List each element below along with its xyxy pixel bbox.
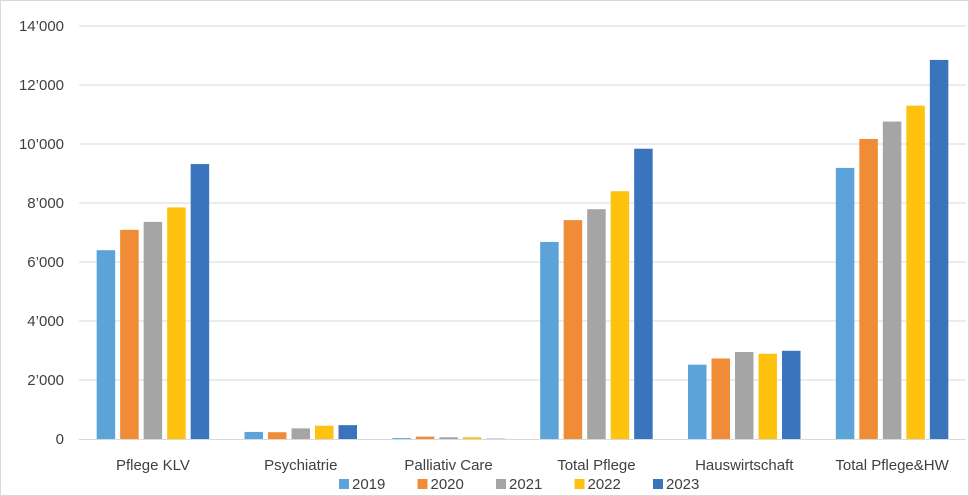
- legend-swatch-2022: [574, 479, 585, 489]
- bar-2022: [906, 105, 925, 440]
- legend-label: 2019: [352, 476, 385, 493]
- y-tick-label: 14’000: [19, 18, 64, 35]
- y-tick-label: 4’000: [27, 313, 64, 330]
- legend-swatch-2021: [496, 479, 506, 489]
- bar-2020: [859, 138, 878, 440]
- category-label: Pflege KLV: [116, 457, 190, 474]
- bar-2020: [415, 436, 435, 439]
- y-tick-label: 8’000: [27, 195, 64, 212]
- legend-swatch-2020: [417, 479, 428, 489]
- category-label: Psychiatrie: [264, 457, 337, 474]
- y-axis-tick-labels: 0 2’000 4’000 6’000 8’000 10’000 12’000 14’000: [19, 18, 64, 448]
- bar-2021: [439, 437, 458, 439]
- bar-2022: [610, 191, 630, 439]
- legend-swatch-2019: [339, 479, 349, 489]
- bar-2023: [929, 59, 949, 440]
- x-axis-category-labels: Pflege KLV Psychiatrie Palliativ Care Total…: [116, 457, 950, 474]
- bar-2020: [120, 229, 139, 439]
- bar-2020: [563, 220, 583, 439]
- bar-2019: [392, 438, 411, 439]
- bar-2021: [587, 209, 606, 439]
- y-tick-label: 12’000: [19, 77, 64, 94]
- legend-label: 2023: [666, 476, 699, 493]
- category-label: Palliativ Care: [404, 457, 492, 474]
- bar-2020: [711, 358, 730, 439]
- gridlines: [79, 25, 966, 381]
- bar-2021: [291, 428, 310, 439]
- bar-2020: [268, 432, 287, 439]
- bar-2022: [167, 207, 186, 439]
- category-label: Total Pflege: [557, 457, 635, 474]
- bar-2022: [462, 437, 482, 439]
- category-label: Hauswirtschaft: [695, 457, 794, 474]
- legend-label: 2020: [431, 476, 464, 493]
- bar-2021: [143, 221, 163, 439]
- bar-2019: [835, 167, 855, 439]
- y-tick-label: 2’000: [27, 372, 64, 389]
- bar-2023: [190, 164, 210, 439]
- bar-2019: [96, 250, 116, 439]
- category-label: Total Pflege&HW: [835, 457, 949, 474]
- legend: 2019 2020 2021 2022 2023: [339, 476, 699, 493]
- legend-label: 2021: [509, 476, 542, 493]
- bar-2023: [634, 148, 653, 439]
- legend-label: 2022: [588, 476, 621, 493]
- bar-2021: [882, 121, 902, 439]
- y-tick-label: 10’000: [19, 136, 64, 153]
- bar-2019: [688, 364, 707, 439]
- legend-swatch-2023: [653, 479, 663, 489]
- y-tick-label: 0: [56, 431, 64, 448]
- bar-2022: [315, 425, 334, 439]
- bars: [96, 59, 949, 440]
- bar-2021: [735, 351, 754, 439]
- bar-2019: [540, 241, 559, 439]
- bar-2023: [782, 350, 801, 439]
- bar-2022: [758, 353, 777, 439]
- bar-2019: [244, 431, 263, 439]
- y-tick-label: 6’000: [27, 254, 64, 271]
- bar-2023: [338, 425, 357, 439]
